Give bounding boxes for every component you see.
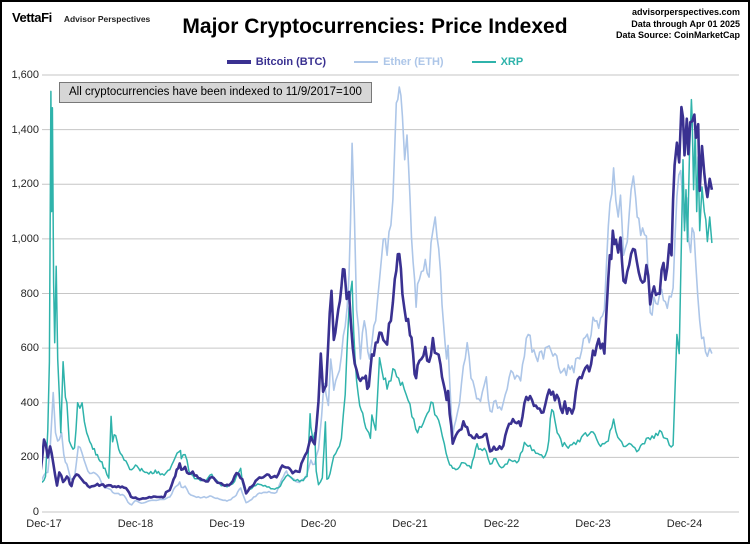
y-axis-tick-400: 400	[20, 396, 39, 409]
x-axis-tick-Dec-23: Dec-23	[575, 518, 611, 530]
legend-label-btc: Bitcoin (BTC)	[255, 56, 327, 68]
source-block: advisorperspectives.com Data through Apr…	[616, 7, 740, 42]
index-note-box: All cryptocurrencies have been indexed t…	[59, 82, 372, 103]
x-axis-tick-Dec-18: Dec-18	[117, 518, 154, 530]
y-axis-tick-1,400: 1,400	[11, 123, 39, 136]
source-data-through: Data through Apr 01 2025	[631, 18, 740, 29]
legend-item-eth: Ether (ETH)	[354, 56, 444, 68]
x-axis-tick-Dec-24: Dec-24	[666, 518, 703, 530]
eth-line-swatch	[354, 61, 379, 63]
eth-line	[42, 86, 713, 506]
y-axis-tick-600: 600	[20, 342, 39, 355]
legend: Bitcoin (BTC) Ether (ETH) XRP	[2, 56, 748, 68]
source-data-source: Data Source: CoinMarketCap	[615, 30, 740, 41]
xrp-line-swatch	[471, 61, 496, 63]
legend-label-xrp: XRP	[500, 56, 524, 68]
legend-item-xrp: XRP	[471, 56, 524, 68]
x-axis-tick-Dec-22: Dec-22	[483, 518, 520, 530]
y-axis-tick-800: 800	[20, 287, 39, 300]
vettafi-logo: VettaFi	[12, 10, 52, 25]
page-title: Major Cryptocurrencies: Price Indexed	[182, 15, 568, 38]
xrp-line	[42, 90, 713, 495]
y-axis-tick-0: 0	[32, 506, 39, 518]
brand-row: VettaFi Advisor Perspectives	[12, 10, 150, 25]
legend-label-eth: Ether (ETH)	[383, 56, 444, 68]
legend-item-btc: Bitcoin (BTC)	[226, 56, 327, 68]
btc-line-swatch	[226, 60, 251, 64]
y-axis-tick-200: 200	[20, 451, 39, 464]
btc-line	[42, 105, 714, 501]
source-site: advisorperspectives.com	[631, 7, 740, 17]
y-axis-tick-1,200: 1,200	[11, 178, 39, 191]
x-axis-tick-Dec-20: Dec-20	[300, 518, 337, 530]
advisor-perspectives-label: Advisor Perspectives	[63, 14, 151, 24]
x-axis-tick-Dec-19: Dec-19	[209, 518, 245, 530]
y-axis-tick-1,600: 1,600	[11, 69, 39, 81]
x-axis-tick-Dec-21: Dec-21	[392, 518, 428, 530]
x-axis-tick-Dec-17: Dec-17	[26, 518, 62, 530]
y-axis-tick-1,000: 1,000	[11, 232, 39, 245]
